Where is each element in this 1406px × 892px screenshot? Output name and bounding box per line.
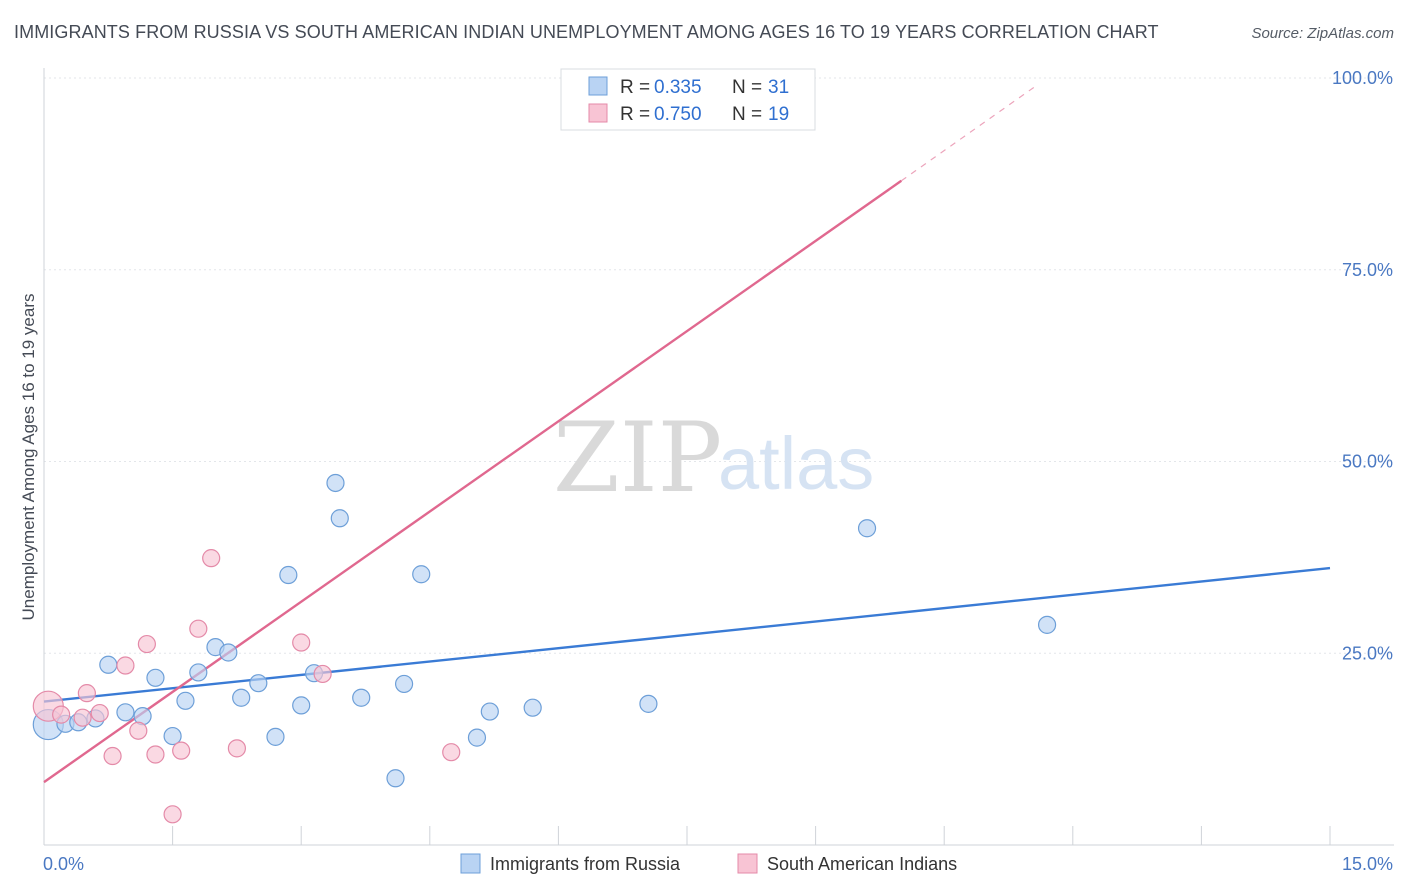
data-point-russia [99, 655, 118, 674]
y-axis-label: Unemployment Among Ages 16 to 19 years [19, 294, 38, 621]
data-point-russia [279, 565, 298, 585]
data-point-russia [219, 643, 238, 662]
watermark-atlas: atlas [718, 422, 874, 505]
data-point-south-american-indians [227, 739, 246, 758]
y-tick-labels: 25.0% 50.0% 75.0% 100.0% [1332, 68, 1393, 663]
data-point-russia [394, 674, 414, 694]
data-point-russia [857, 519, 877, 538]
data-point-south-american-indians [189, 619, 208, 638]
data-point-south-american-indians [129, 721, 148, 740]
legend-swatch-south-american-indians [588, 103, 608, 123]
data-point-russia [266, 727, 285, 746]
bottom-legend-label-south-american-indians: South American Indians [767, 854, 957, 874]
data-point-russia [176, 691, 195, 710]
data-point-russia [292, 696, 311, 715]
trend-line-south-american-indians [43, 179, 903, 784]
legend-swatch-russia [588, 76, 608, 96]
data-point-south-american-indians [103, 746, 122, 766]
data-point-russia [249, 674, 268, 693]
x-tick-label-max: 15.0% [1342, 854, 1393, 874]
bottom-legend: Immigrants from Russia South American In… [460, 853, 957, 874]
legend: R = 0.335 N = 31 R = 0.750 N = 19 [560, 68, 816, 131]
data-point-russia [1037, 615, 1057, 634]
data-point-russia [330, 509, 349, 528]
data-point-south-american-indians [172, 741, 191, 760]
legend-r-value-russia: 0.335 [654, 77, 702, 98]
data-point-russia [412, 565, 431, 584]
legend-n-label-russia: N = [732, 77, 762, 98]
data-point-russia [163, 726, 182, 746]
data-point-south-american-indians [116, 656, 135, 675]
bottom-legend-swatch-russia [460, 853, 481, 874]
y-tick-label: 50.0% [1342, 452, 1393, 472]
bottom-legend-label-russia: Immigrants from Russia [490, 854, 681, 874]
bottom-legend-swatch-south-american-indians [737, 853, 758, 874]
y-tick-label: 100.0% [1332, 68, 1393, 88]
source-label: Source: ZipAtlas.com [1251, 25, 1394, 42]
data-point-russia [523, 698, 542, 717]
data-point-south-american-indians [137, 634, 156, 654]
data-point-russia [352, 688, 371, 707]
data-point-south-american-indians [73, 708, 92, 727]
data-point-russia [189, 663, 208, 682]
x-tick-label-min: 0.0% [43, 854, 84, 874]
data-point-russia [232, 688, 251, 707]
trend-line-extension [900, 83, 1039, 182]
data-point-russia [467, 728, 487, 747]
points-south-american-indians [32, 71, 748, 824]
legend-n-value-russia: 31 [768, 77, 789, 98]
trend-line-russia [43, 566, 1331, 703]
legend-r-value-south-american-indians: 0.750 [654, 104, 702, 125]
data-point-south-american-indians [90, 703, 109, 723]
legend-n-label-south-american-indians: N = [732, 104, 762, 125]
y-tick-label: 75.0% [1342, 260, 1393, 280]
watermark-zip: ZIP [553, 402, 722, 514]
data-point-south-american-indians [313, 664, 332, 684]
y-tick-label: 25.0% [1342, 643, 1393, 663]
grid [44, 77, 1394, 654]
data-point-south-american-indians [77, 684, 96, 703]
data-point-russia [146, 668, 165, 687]
legend-r-label-south-american-indians: R = [620, 104, 650, 125]
data-point-russia [116, 703, 135, 722]
data-point-russia [326, 473, 345, 493]
data-point-south-american-indians [202, 549, 221, 568]
watermark: ZIP atlas [553, 402, 874, 514]
legend-n-value-south-american-indians: 19 [768, 104, 789, 125]
data-point-south-american-indians [163, 805, 182, 824]
chart-title: IMMIGRANTS FROM RUSSIA VS SOUTH AMERICAN… [14, 22, 1159, 42]
points-russia [32, 473, 1057, 788]
data-point-russia [480, 702, 499, 721]
data-point-south-american-indians [442, 743, 461, 762]
data-point-south-american-indians [52, 705, 71, 724]
data-point-south-american-indians [292, 633, 311, 652]
data-point-russia [386, 769, 405, 788]
data-point-russia [639, 694, 658, 713]
x-tick-labels: 0.0% 15.0% [43, 854, 1393, 874]
legend-r-label-russia: R = [620, 77, 650, 98]
data-point-south-american-indians [146, 745, 165, 764]
